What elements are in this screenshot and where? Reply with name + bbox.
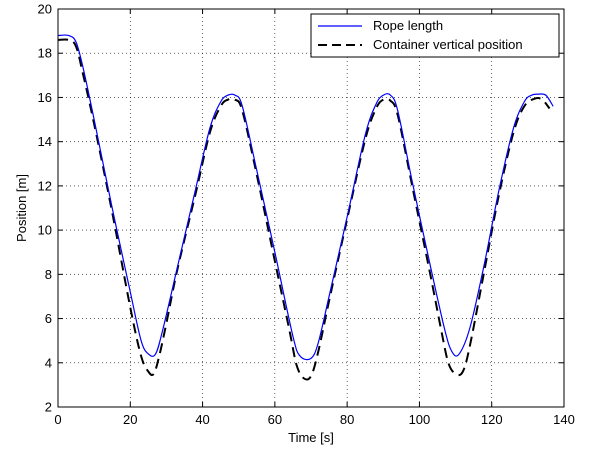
plot-frame	[57, 8, 565, 408]
legend-box	[310, 13, 560, 58]
y-tick-label: 14	[38, 134, 52, 149]
series-line-container-position	[57, 38, 551, 381]
y-axis-label: Position [m]	[14, 174, 29, 242]
x-tick-label: 60	[268, 412, 282, 427]
data-series	[57, 34, 554, 381]
y-tick-label: 20	[38, 2, 52, 17]
x-tick-label: 120	[481, 412, 503, 427]
y-tick-label: 12	[38, 178, 52, 193]
y-tick-label: 4	[45, 355, 52, 370]
y-tick-label: 6	[45, 311, 52, 326]
x-tick-label: 100	[409, 412, 431, 427]
legend-label-rope-length: Rope length	[373, 18, 443, 33]
x-tick-label: 20	[123, 412, 137, 427]
legend-label-container-position: Container vertical position	[373, 37, 523, 52]
x-tick-label: 80	[340, 412, 354, 427]
x-tick-label: 40	[195, 412, 209, 427]
x-axis-label: Time [s]	[288, 430, 334, 445]
y-tick-label: 18	[38, 46, 52, 61]
y-tick-label: 10	[38, 223, 52, 238]
y-tick-label: 2	[45, 400, 52, 415]
x-tick-label: 0	[54, 412, 61, 427]
plot-background	[58, 9, 564, 407]
axis-ticks: 0 20 40 60 80 100 120 140 2 4 6 8 10 12 14 16 18 20	[38, 2, 575, 428]
y-tick-label: 8	[45, 267, 52, 282]
series-line-rope-length	[57, 34, 554, 361]
legend: Rope length Container vertical position	[310, 13, 560, 58]
x-tick-label: 140	[553, 412, 575, 427]
y-tick-label: 16	[38, 90, 52, 105]
